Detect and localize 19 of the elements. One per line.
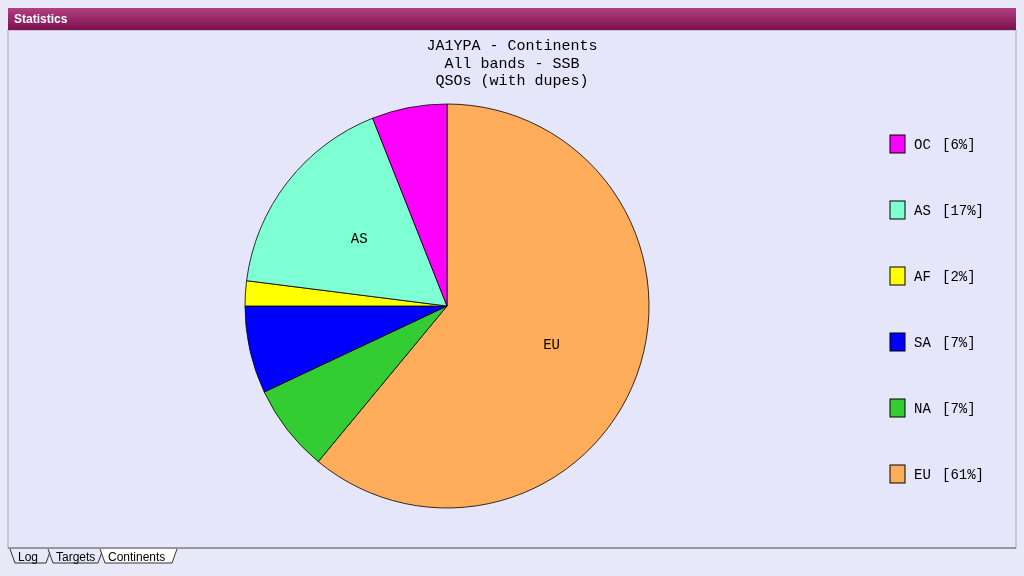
legend-label: AS — [914, 203, 931, 219]
slice-label: EU — [543, 336, 560, 353]
tab: Continents — [99, 548, 178, 564]
legend-label: EU — [914, 467, 931, 483]
data-label: [6%] — [942, 137, 976, 153]
tab: Targets — [47, 548, 104, 564]
legend-label: OC — [914, 137, 931, 153]
legend-label: SA — [914, 335, 932, 351]
legend-label: AF — [914, 269, 931, 285]
chart-title: JA1YPA - Continents — [426, 38, 598, 55]
data-label: [7%] — [942, 401, 976, 417]
data-label: [2%] — [942, 269, 976, 285]
chart-subtitle: All bands - SSB QSOs (with dupes) — [435, 56, 589, 90]
text: Statistics — [14, 12, 68, 26]
data-label: [7%] — [942, 335, 976, 351]
data-label: [61%] — [942, 467, 985, 483]
legend-label: NA — [914, 401, 932, 417]
data-label: [17%] — [942, 203, 985, 219]
slice-label: AS — [350, 230, 368, 247]
